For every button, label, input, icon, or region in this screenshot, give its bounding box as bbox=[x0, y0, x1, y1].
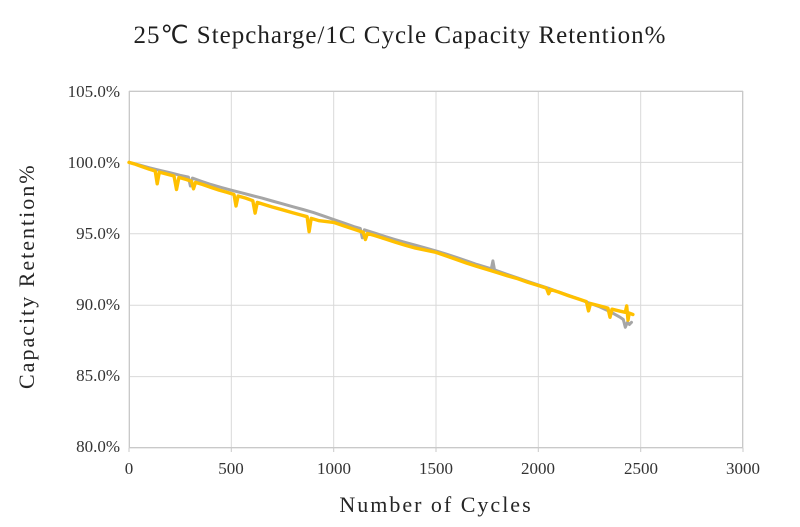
x-tick-label: 500 bbox=[218, 459, 244, 478]
x-tick-label: 1000 bbox=[317, 459, 351, 478]
chart-title: 25℃ Stepcharge/1C Cycle Capacity Retenti… bbox=[133, 22, 667, 49]
x-tick-label: 1500 bbox=[419, 459, 453, 478]
x-tick-label: 3000 bbox=[726, 459, 760, 478]
grid-lines bbox=[128, 90, 744, 449]
series-yellow-line bbox=[127, 160, 635, 322]
plot-area bbox=[127, 90, 744, 452]
series-gray-line bbox=[127, 160, 633, 329]
y-tick-label: 100.0% bbox=[67, 153, 120, 172]
y-tick-label: 105.0% bbox=[67, 82, 120, 101]
x-tick-label: 0 bbox=[124, 459, 134, 478]
y-tick-label: 90.0% bbox=[76, 295, 120, 314]
y-tick-label: 80.0% bbox=[76, 437, 120, 456]
x-axis-title: Number of Cycles bbox=[339, 492, 533, 517]
plot-border bbox=[129, 91, 743, 448]
x-tick-label: 2000 bbox=[521, 459, 555, 478]
axis-tick-marks bbox=[128, 448, 744, 452]
y-tick-label: 85.0% bbox=[76, 366, 120, 385]
x-tick-label: 2500 bbox=[624, 459, 658, 478]
y-tick-label: 95.0% bbox=[76, 224, 120, 243]
y-axis-title: Capacity Retention% bbox=[14, 163, 39, 389]
